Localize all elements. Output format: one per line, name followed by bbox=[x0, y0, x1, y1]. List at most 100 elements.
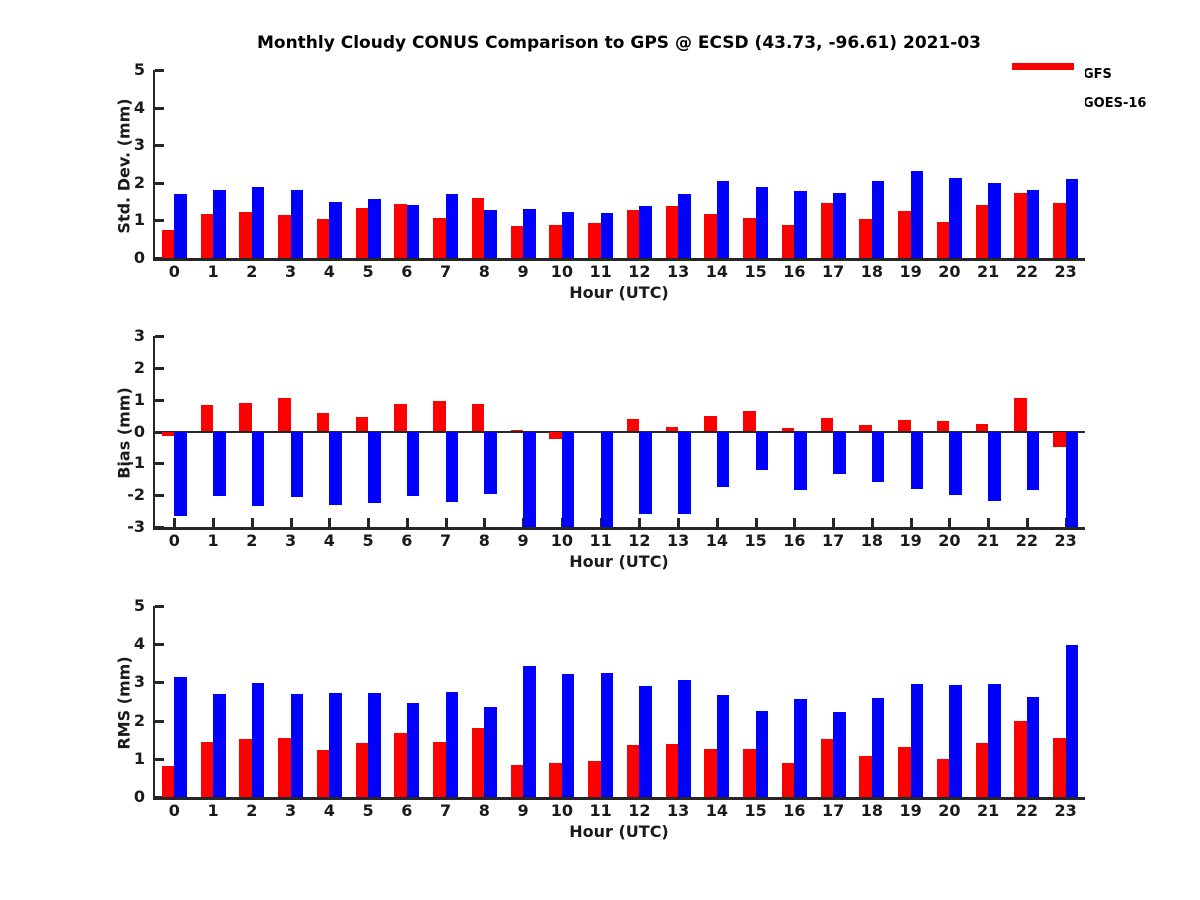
bar-goes-16-hour-3 bbox=[290, 693, 304, 797]
bar-gfs-hour-15 bbox=[743, 411, 756, 432]
bar-goes-16-hour-15 bbox=[755, 186, 769, 258]
plot-area: 3 2 1 0 -1 -2 -3 0 1 2 3 4 5 6 7 8 9 10 11 12 13 14 15 16 17 18 19… bbox=[127, 328, 1085, 549]
bar-goes-16-hour-14 bbox=[716, 694, 730, 797]
x-tick-label: 14 bbox=[705, 801, 729, 820]
x-tick-label: 18 bbox=[860, 531, 884, 550]
x-tick bbox=[250, 518, 254, 527]
bar-gfs-hour-14 bbox=[704, 748, 717, 797]
x-tick-label: 1 bbox=[207, 262, 219, 281]
bar-goes-16-hour-4 bbox=[329, 693, 342, 797]
y-tick bbox=[155, 366, 164, 370]
x-tick-label: 5 bbox=[362, 801, 374, 820]
x-tick-label: 15 bbox=[744, 801, 767, 820]
x-tick-label: 18 bbox=[860, 801, 884, 820]
bar-gfs-hour-15 bbox=[743, 748, 756, 797]
x-tick-label: 11 bbox=[589, 801, 612, 820]
bar-gfs-hour-7 bbox=[433, 217, 446, 258]
bar-gfs-hour-5 bbox=[355, 742, 369, 797]
y-tick-label: 5 bbox=[133, 60, 145, 79]
x-tick bbox=[677, 518, 681, 527]
x-tick-label: 6 bbox=[401, 262, 413, 281]
bar-gfs-hour-20 bbox=[936, 758, 950, 797]
bar-goes-16-hour-14 bbox=[716, 180, 730, 258]
x-tick-label: 19 bbox=[899, 262, 922, 281]
bar-goes-16-hour-14 bbox=[716, 431, 730, 488]
bar-goes-16-hour-16 bbox=[794, 431, 807, 491]
bar-goes-16-hour-13 bbox=[678, 194, 691, 258]
x-tick-label: 11 bbox=[589, 531, 612, 550]
x-tick bbox=[483, 518, 487, 527]
bar-goes-16-hour-18 bbox=[871, 181, 885, 258]
bar-goes-16-hour-22 bbox=[1026, 431, 1040, 491]
bar-gfs-hour-1 bbox=[200, 405, 214, 432]
y-tick-label: 1 bbox=[133, 748, 145, 768]
bar-gfs-hour-6 bbox=[394, 204, 407, 258]
x-tick-label: 13 bbox=[666, 531, 690, 550]
bar-gfs-hour-10 bbox=[549, 225, 562, 258]
x-tick-label: 4 bbox=[323, 262, 335, 281]
bar-gfs-hour-13 bbox=[665, 206, 679, 258]
bar-gfs-hour-21 bbox=[975, 204, 989, 258]
bar-gfs-hour-16 bbox=[781, 762, 795, 797]
x-tick-label: 5 bbox=[362, 531, 374, 550]
bar-goes-16-hour-0 bbox=[174, 431, 187, 516]
x-tick-label: 22 bbox=[1015, 531, 1039, 550]
y-tick bbox=[155, 219, 164, 223]
x-tick-label: 23 bbox=[1054, 262, 1077, 281]
bar-gfs-hour-12 bbox=[626, 210, 640, 258]
bar-goes-16-hour-3 bbox=[290, 190, 304, 258]
x-tick bbox=[289, 518, 293, 527]
x-tick-label: 2 bbox=[246, 531, 258, 550]
bar-goes-16-hour-5 bbox=[368, 693, 381, 797]
x-tick-label: 1 bbox=[207, 801, 219, 820]
x-tick bbox=[405, 518, 409, 527]
bar-gfs-hour-3 bbox=[278, 398, 291, 432]
x-tick-label: 17 bbox=[821, 531, 845, 550]
bar-gfs-hour-10 bbox=[549, 762, 562, 797]
x-tick-label: 3 bbox=[285, 801, 297, 820]
x-tick-label: 10 bbox=[550, 262, 574, 281]
plot-area: 0 1 2 3 4 5 0 1 2 3 4 5 6 7 8 9 10 11 12 13 14 15 16 17 18 19 20 21… bbox=[134, 598, 1085, 819]
x-tick bbox=[328, 518, 332, 527]
legend-label-goes16: GOES-16 bbox=[1083, 95, 1147, 111]
bar-goes-16-hour-5 bbox=[368, 431, 381, 504]
bar-gfs-hour-23 bbox=[1053, 737, 1066, 797]
bar-goes-16-hour-11 bbox=[600, 431, 614, 527]
x-tick bbox=[367, 518, 371, 527]
x-tick-label: 20 bbox=[938, 531, 961, 550]
bar-goes-16-hour-2 bbox=[251, 186, 265, 258]
x-tick-label: 10 bbox=[550, 531, 574, 550]
x-tick-label: 8 bbox=[478, 801, 490, 820]
x-tick-label: 9 bbox=[517, 531, 529, 550]
bar-gfs-hour-4 bbox=[316, 218, 330, 258]
y-tick bbox=[155, 144, 164, 148]
bar-gfs-hour-11 bbox=[588, 222, 601, 258]
x-tick bbox=[715, 518, 719, 527]
x-tick bbox=[909, 518, 913, 527]
legend-label-gfs: GFS bbox=[1083, 66, 1112, 82]
bar-gfs-hour-2 bbox=[239, 212, 252, 258]
x-tick bbox=[212, 518, 216, 527]
bar-goes-16-hour-7 bbox=[445, 193, 459, 258]
x-tick-label: 17 bbox=[821, 801, 845, 820]
bar-gfs-hour-3 bbox=[278, 214, 291, 258]
x-tick-label: 12 bbox=[628, 262, 651, 281]
x-tick-label: 16 bbox=[783, 262, 806, 281]
bar-gfs-hour-14 bbox=[704, 214, 717, 258]
x-tick-label: 2 bbox=[246, 801, 258, 820]
x-tick-label: 14 bbox=[705, 262, 729, 281]
bar-gfs-hour-19 bbox=[898, 211, 911, 258]
bar-goes-16-hour-6 bbox=[406, 431, 420, 496]
bar-gfs-hour-6 bbox=[394, 404, 407, 432]
bar-goes-16-hour-17 bbox=[833, 431, 846, 475]
bar-goes-16-hour-9 bbox=[523, 431, 536, 527]
x-tick-label: 22 bbox=[1015, 262, 1039, 281]
x-tick-label: 21 bbox=[976, 801, 1000, 820]
bar-gfs-hour-12 bbox=[626, 418, 640, 432]
y-tick-label: 4 bbox=[133, 634, 145, 654]
y-tick bbox=[155, 257, 164, 260]
bar-gfs-hour-16 bbox=[781, 224, 795, 258]
x-tick-label: 9 bbox=[517, 262, 529, 281]
bar-gfs-hour-13 bbox=[665, 427, 679, 432]
bar-gfs-hour-5 bbox=[355, 416, 369, 432]
